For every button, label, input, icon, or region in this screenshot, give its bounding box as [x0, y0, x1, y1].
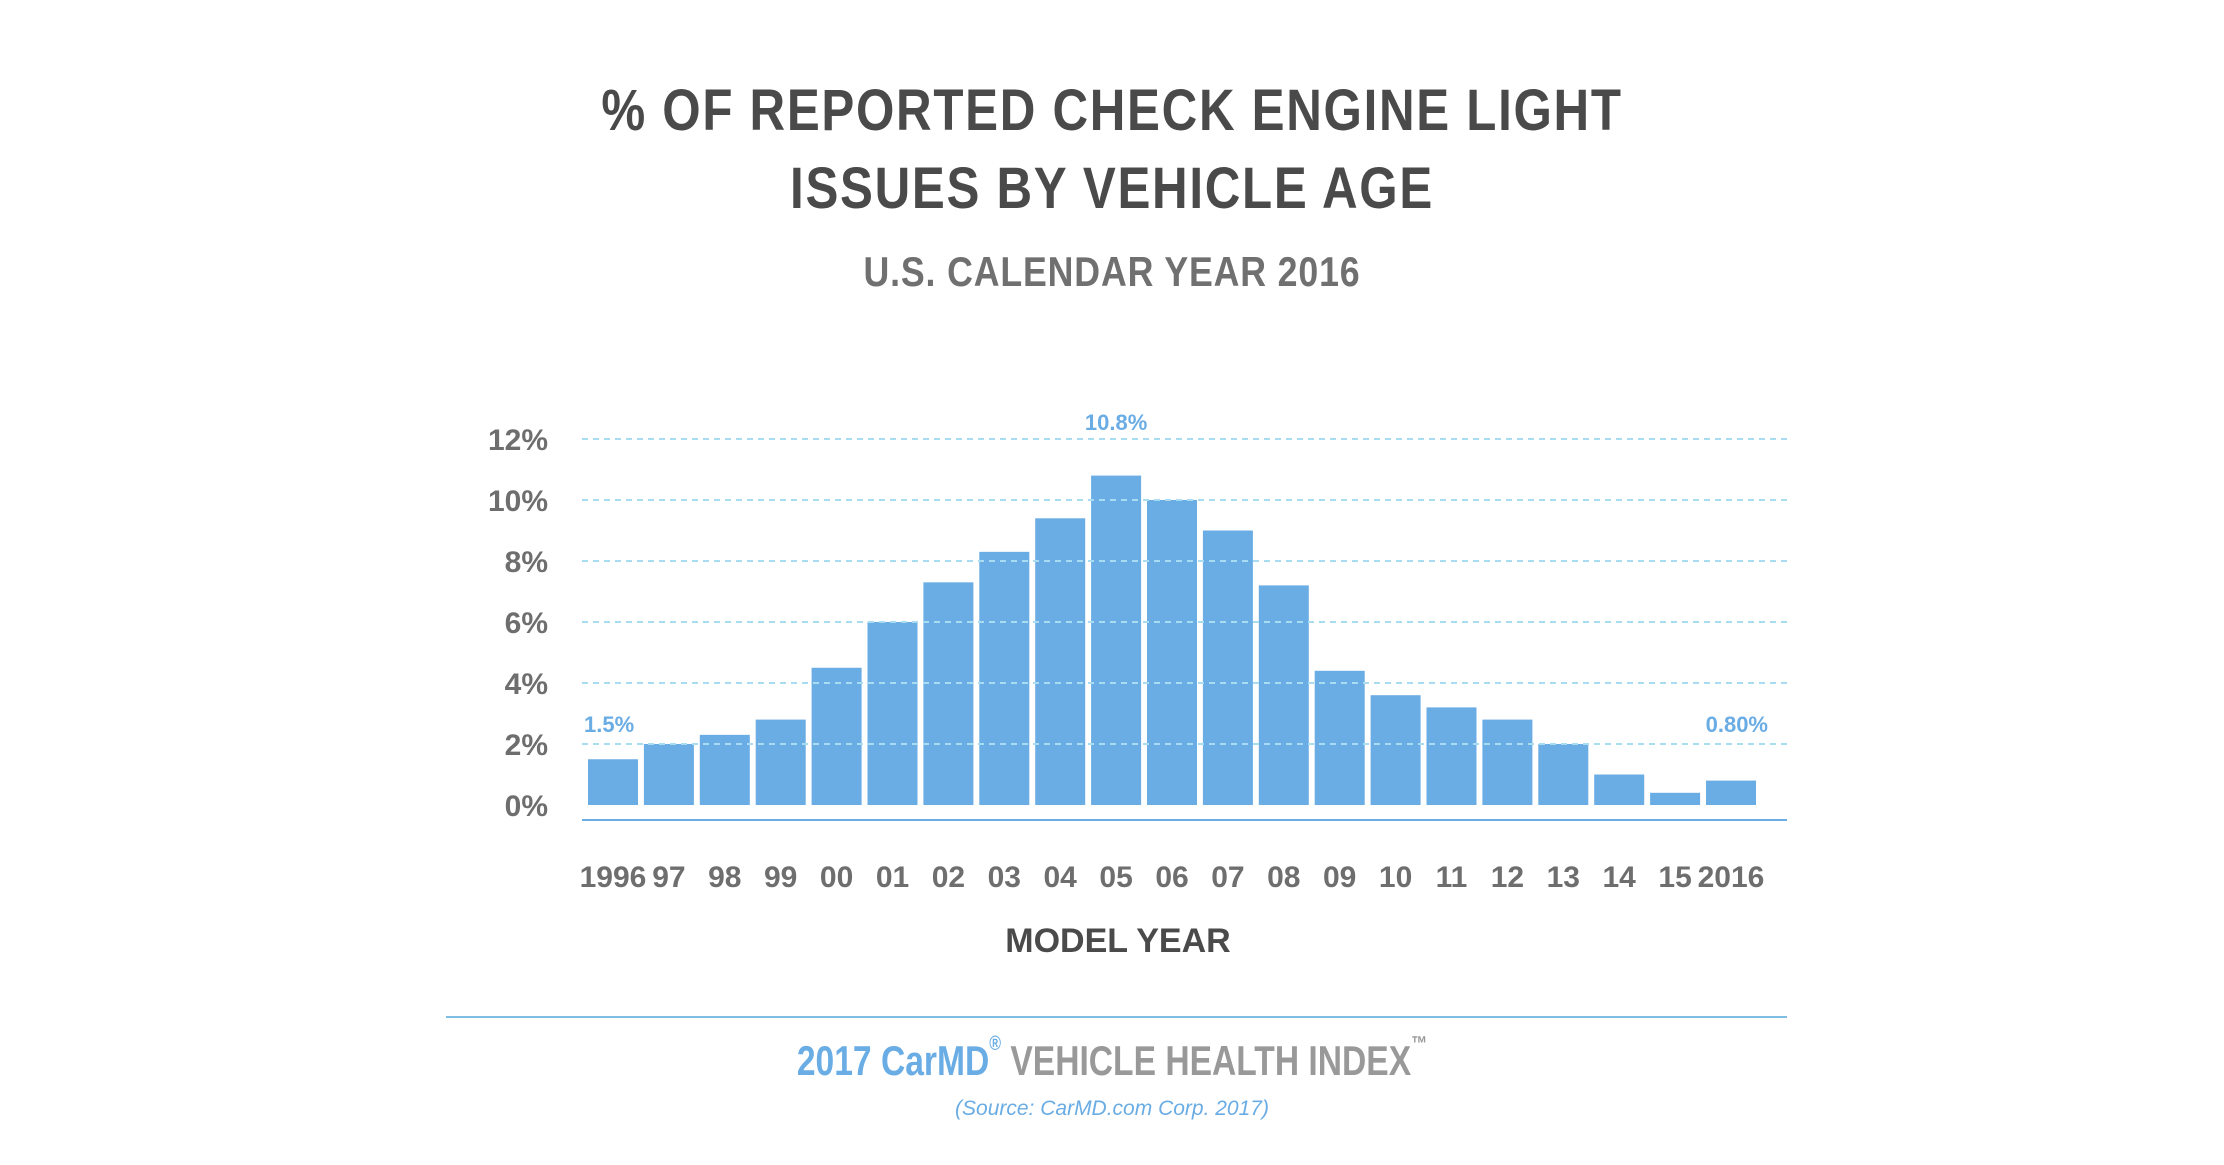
- bar-04: [1035, 518, 1086, 805]
- bar-2016: [1706, 780, 1756, 805]
- x-tick-label: 09: [1323, 861, 1356, 894]
- x-tick-label: 12: [1491, 861, 1524, 894]
- x-tick-label: 02: [932, 861, 965, 894]
- bar-08: [1258, 585, 1309, 805]
- x-tick-label: 10: [1379, 861, 1412, 894]
- bar-1996: [588, 759, 638, 805]
- bar-01: [867, 622, 918, 805]
- data-label-2016: 0.80%: [1706, 712, 1768, 737]
- x-tick-label: 06: [1155, 861, 1188, 894]
- bar-07: [1202, 530, 1253, 805]
- chart-title-line-2: ISSUES BY VEHICLE AGE: [790, 156, 1434, 221]
- y-tick-label: 6%: [505, 607, 548, 640]
- x-tick-label: 04: [1044, 861, 1078, 894]
- x-tick-label: 13: [1547, 861, 1580, 894]
- bar-14: [1594, 774, 1645, 805]
- bar-03: [979, 551, 1030, 805]
- data-label-1996: 1.5%: [584, 712, 634, 737]
- bar-00: [811, 667, 862, 805]
- x-tick-label: 05: [1099, 861, 1132, 894]
- x-tick-label: 14: [1603, 861, 1637, 894]
- bar-99: [755, 719, 806, 805]
- x-tick-label: 2016: [1698, 861, 1765, 894]
- bar-05: [1091, 475, 1142, 805]
- bar-11: [1426, 707, 1477, 805]
- bar-09: [1314, 670, 1365, 805]
- y-tick-label: 10%: [488, 485, 548, 518]
- y-tick-label: 2%: [505, 729, 548, 762]
- data-label-05: 10.8%: [1085, 410, 1147, 435]
- source-note: (Source: CarMD.com Corp. 2017): [955, 1097, 1269, 1120]
- footer-brand: 2017 CarMD® VEHICLE HEALTH INDEX™: [222, 1033, 2001, 1085]
- x-tick-label: 00: [820, 861, 853, 894]
- x-tick-label: 1996: [580, 861, 647, 894]
- chart-subtitle: U.S. CALENDAR YEAR 2016: [863, 248, 1361, 295]
- trademark-mark: ™: [1411, 1033, 1428, 1055]
- bar-97: [643, 744, 694, 805]
- x-tick-label: 11: [1436, 861, 1468, 894]
- y-tick-label: 4%: [505, 668, 548, 701]
- x-tick-label: 08: [1267, 861, 1300, 894]
- bar-10: [1370, 695, 1421, 805]
- x-tick-label: 99: [764, 861, 797, 894]
- bar-15: [1650, 792, 1701, 805]
- bar-98: [699, 734, 750, 805]
- bar-02: [923, 582, 974, 805]
- registered-mark: ®: [989, 1033, 1002, 1055]
- x-tick-label: 07: [1211, 861, 1244, 894]
- y-tick-label: 0%: [505, 790, 548, 823]
- brand-name: 2017 CarMD: [796, 1037, 990, 1084]
- x-tick-label: 97: [652, 861, 685, 894]
- chart-title: % OF REPORTED CHECK ENGINE LIGHT ISSUES …: [0, 72, 2224, 228]
- bar-12: [1482, 719, 1533, 805]
- bar-13: [1538, 744, 1589, 805]
- bar-06: [1147, 500, 1197, 805]
- x-tick-label: 01: [876, 861, 909, 894]
- x-tick-label: 03: [988, 861, 1021, 894]
- x-axis-title: MODEL YEAR: [1005, 922, 1230, 960]
- x-tick-label: 98: [708, 861, 741, 894]
- y-tick-label: 12%: [488, 424, 548, 457]
- x-tick-label: 15: [1658, 861, 1691, 894]
- index-name: VEHICLE HEALTH INDEX: [1010, 1037, 1412, 1084]
- y-tick-label: 8%: [505, 546, 548, 579]
- chart-title-line-1: % OF REPORTED CHECK ENGINE LIGHT: [601, 78, 1623, 143]
